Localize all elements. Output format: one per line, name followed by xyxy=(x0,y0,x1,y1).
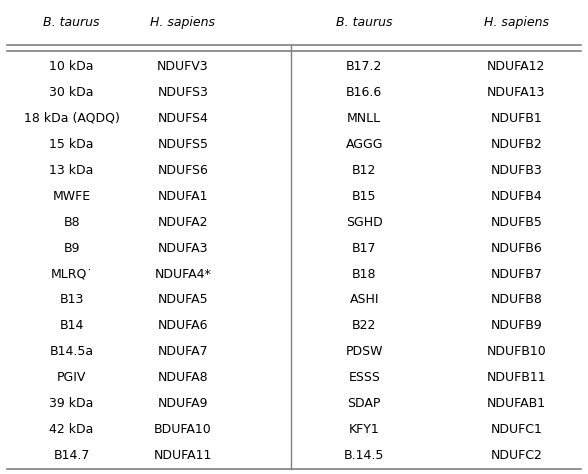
Text: 10 kDa: 10 kDa xyxy=(49,60,94,73)
Text: 15 kDa: 15 kDa xyxy=(49,137,94,151)
Text: NDUFB11: NDUFB11 xyxy=(487,372,546,384)
Text: B.14.5: B.14.5 xyxy=(344,449,385,462)
Text: MWFE: MWFE xyxy=(52,190,91,202)
Text: B. taurus: B. taurus xyxy=(336,16,392,29)
Text: B17.2: B17.2 xyxy=(346,60,382,73)
Text: NDUFA12: NDUFA12 xyxy=(487,60,546,73)
Text: B14.7: B14.7 xyxy=(54,449,90,462)
Text: NDUFB5: NDUFB5 xyxy=(490,216,542,228)
Text: PDSW: PDSW xyxy=(346,346,383,358)
Text: NDUFAB1: NDUFAB1 xyxy=(487,397,546,410)
Text: H. sapiens: H. sapiens xyxy=(151,16,215,29)
Text: NDUFA5: NDUFA5 xyxy=(158,293,208,307)
Text: NDUFA9: NDUFA9 xyxy=(158,397,208,410)
Text: NDUFA3: NDUFA3 xyxy=(158,242,208,255)
Text: NDUFA2: NDUFA2 xyxy=(158,216,208,228)
Text: NDUFA7: NDUFA7 xyxy=(158,346,208,358)
Text: 39 kDa: 39 kDa xyxy=(49,397,94,410)
Text: NDUFB6: NDUFB6 xyxy=(490,242,542,255)
Text: NDUFA1: NDUFA1 xyxy=(158,190,208,202)
Text: ASHI: ASHI xyxy=(349,293,379,307)
Text: NDUFC1: NDUFC1 xyxy=(490,423,542,437)
Text: NDUFB7: NDUFB7 xyxy=(490,267,542,281)
Text: B9: B9 xyxy=(64,242,80,255)
Text: SGHD: SGHD xyxy=(346,216,383,228)
Text: B16.6: B16.6 xyxy=(346,86,382,99)
Text: B17: B17 xyxy=(352,242,376,255)
Text: NDUFS4: NDUFS4 xyxy=(158,112,208,125)
Text: B18: B18 xyxy=(352,267,376,281)
Text: KFY1: KFY1 xyxy=(349,423,380,437)
Text: NDUFS6: NDUFS6 xyxy=(158,164,208,177)
Text: MNLL: MNLL xyxy=(347,112,381,125)
Text: NDUFA8: NDUFA8 xyxy=(158,372,208,384)
Text: NDUFA6: NDUFA6 xyxy=(158,319,208,332)
Text: NDUFB4: NDUFB4 xyxy=(490,190,542,202)
Text: B15: B15 xyxy=(352,190,376,202)
Text: NDUFB10: NDUFB10 xyxy=(486,346,546,358)
Text: 18 kDa (AQDQ): 18 kDa (AQDQ) xyxy=(24,112,119,125)
Text: B22: B22 xyxy=(352,319,376,332)
Text: H. sapiens: H. sapiens xyxy=(484,16,549,29)
Text: NDUFB8: NDUFB8 xyxy=(490,293,542,307)
Text: MLRQ˙: MLRQ˙ xyxy=(51,267,93,281)
Text: 13 kDa: 13 kDa xyxy=(49,164,94,177)
Text: NDUFS3: NDUFS3 xyxy=(158,86,208,99)
Text: B14: B14 xyxy=(59,319,84,332)
Text: NDUFB9: NDUFB9 xyxy=(490,319,542,332)
Text: NDUFV3: NDUFV3 xyxy=(157,60,209,73)
Text: NDUFS5: NDUFS5 xyxy=(158,137,208,151)
Text: B8: B8 xyxy=(64,216,80,228)
Text: B14.5a: B14.5a xyxy=(49,346,93,358)
Text: ESSS: ESSS xyxy=(348,372,380,384)
Text: NDUFB1: NDUFB1 xyxy=(490,112,542,125)
Text: 30 kDa: 30 kDa xyxy=(49,86,94,99)
Text: NDUFB3: NDUFB3 xyxy=(490,164,542,177)
Text: NDUFC2: NDUFC2 xyxy=(490,449,542,462)
Text: B12: B12 xyxy=(352,164,376,177)
Text: AGGG: AGGG xyxy=(346,137,383,151)
Text: SDAP: SDAP xyxy=(348,397,381,410)
Text: B13: B13 xyxy=(59,293,84,307)
Text: NDUFA11: NDUFA11 xyxy=(153,449,212,462)
Text: NDUFA13: NDUFA13 xyxy=(487,86,546,99)
Text: NDUFA4*: NDUFA4* xyxy=(155,267,211,281)
Text: 42 kDa: 42 kDa xyxy=(49,423,94,437)
Text: NDUFB2: NDUFB2 xyxy=(490,137,542,151)
Text: BDUFA10: BDUFA10 xyxy=(154,423,212,437)
Text: PGIV: PGIV xyxy=(57,372,86,384)
Text: B. taurus: B. taurus xyxy=(44,16,100,29)
